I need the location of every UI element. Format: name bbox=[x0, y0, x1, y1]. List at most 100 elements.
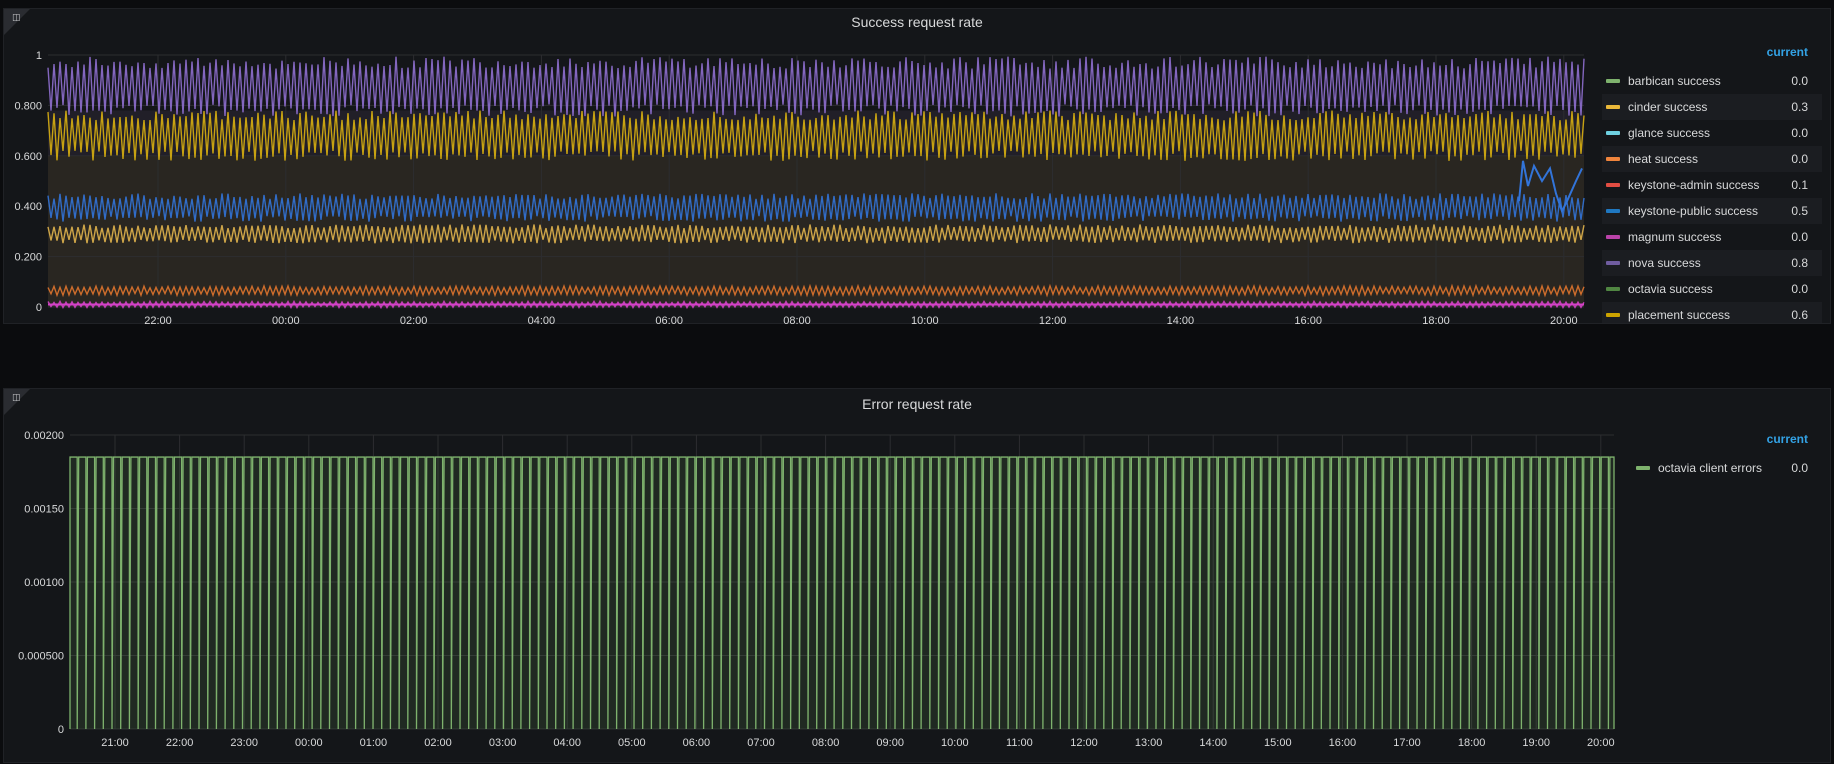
legend-label: keystone-admin success bbox=[1628, 178, 1760, 192]
x-tick-label: 13:00 bbox=[1135, 737, 1163, 749]
legend-header-current[interactable]: current bbox=[1766, 45, 1808, 59]
legend-item[interactable]: barbican success 0.0 bbox=[1602, 68, 1822, 94]
legend-value: 0.0 bbox=[1791, 461, 1808, 475]
legend-item[interactable]: placement success 0.6 bbox=[1602, 302, 1822, 323]
success-rate-panel: ◫ Success request rate 0 0.200 0.400 0.600 0… bbox=[3, 8, 1831, 325]
x-tick-label: 20:00 bbox=[1550, 315, 1578, 325]
x-tick-label: 22:00 bbox=[166, 737, 194, 749]
panel-corner[interactable] bbox=[4, 389, 30, 415]
legend-label: barbican success bbox=[1628, 74, 1721, 88]
series-line bbox=[47, 56, 1585, 117]
series-line bbox=[47, 283, 1585, 298]
y-tick-label: 0.00200 bbox=[24, 430, 64, 442]
error-rate-legend: current octavia client errors 0.0 bbox=[1632, 432, 1822, 512]
x-tick-label: 16:00 bbox=[1329, 737, 1357, 749]
x-tick-label: 10:00 bbox=[941, 737, 969, 749]
legend-value: 0.5 bbox=[1791, 204, 1808, 218]
series-line bbox=[47, 224, 1585, 244]
panel-info-icon[interactable]: ◫ bbox=[12, 392, 21, 402]
stacked-area-fill bbox=[48, 155, 1584, 307]
legend-item[interactable]: octavia success 0.0 bbox=[1602, 276, 1822, 302]
x-tick-label: 08:00 bbox=[812, 737, 840, 749]
legend-item[interactable]: glance success 0.0 bbox=[1602, 120, 1822, 146]
legend-label: cinder success bbox=[1628, 100, 1708, 114]
legend-item[interactable]: nova success 0.8 bbox=[1602, 250, 1822, 276]
legend-label: octavia success bbox=[1628, 282, 1713, 296]
legend-label: placement success bbox=[1628, 308, 1731, 322]
panel-title[interactable]: Success request rate bbox=[851, 14, 983, 30]
legend-value: 0.0 bbox=[1791, 74, 1808, 88]
x-tick-label: 18:00 bbox=[1458, 737, 1486, 749]
series-line bbox=[47, 110, 1585, 161]
legend-label: magnum success bbox=[1628, 230, 1722, 244]
x-tick-label: 10:00 bbox=[911, 315, 939, 325]
panel-title[interactable]: Error request rate bbox=[862, 396, 972, 412]
y-tick-label: 0.400 bbox=[14, 201, 42, 213]
x-tick-label: 03:00 bbox=[489, 737, 517, 749]
legend-label: glance success bbox=[1628, 126, 1711, 140]
x-tick-label: 22:00 bbox=[144, 315, 172, 325]
x-tick-label: 04:00 bbox=[528, 315, 556, 325]
series-line bbox=[1518, 160, 1583, 214]
x-tick-label: 18:00 bbox=[1422, 315, 1450, 325]
legend-item[interactable]: magnum success 0.0 bbox=[1602, 224, 1822, 250]
success-rate-chart[interactable]: 0 0.200 0.400 0.600 0.800 1 22:00 00:00 02:00 04:… bbox=[4, 9, 1604, 325]
legend-swatch bbox=[1606, 235, 1620, 239]
y-tick-label: 0.00100 bbox=[24, 577, 64, 589]
legend-label: octavia client errors bbox=[1658, 461, 1763, 475]
legend-swatch bbox=[1606, 287, 1620, 291]
series-line bbox=[69, 456, 1615, 730]
x-tick-label: 02:00 bbox=[424, 737, 452, 749]
x-tick-label: 08:00 bbox=[783, 315, 811, 325]
panel-corner[interactable] bbox=[4, 9, 30, 35]
legend-swatch bbox=[1606, 105, 1620, 109]
y-tick-label: 0.00150 bbox=[24, 504, 64, 516]
x-tick-label: 06:00 bbox=[683, 737, 711, 749]
x-tick-label: 21:00 bbox=[101, 737, 129, 749]
legend-value: 0.3 bbox=[1791, 100, 1808, 114]
x-tick-label: 00:00 bbox=[272, 315, 300, 325]
x-tick-label: 05:00 bbox=[618, 737, 646, 749]
x-tick-label: 06:00 bbox=[655, 315, 683, 325]
legend-swatch bbox=[1606, 261, 1620, 265]
x-tick-label: 15:00 bbox=[1264, 737, 1292, 749]
x-tick-label: 00:00 bbox=[295, 737, 323, 749]
legend-swatch bbox=[1606, 313, 1620, 317]
legend-swatch bbox=[1606, 131, 1620, 135]
legend-swatch bbox=[1606, 183, 1620, 187]
legend-item[interactable]: keystone-admin success 0.1 bbox=[1602, 172, 1822, 198]
x-tick-label: 12:00 bbox=[1070, 737, 1098, 749]
legend-value: 0.0 bbox=[1791, 126, 1808, 140]
legend-header-current[interactable]: current bbox=[1766, 432, 1808, 446]
panel-info-icon[interactable]: ◫ bbox=[12, 12, 21, 22]
legend-swatch bbox=[1606, 209, 1620, 213]
legend-item[interactable]: heat success 0.0 bbox=[1602, 146, 1822, 172]
error-rate-chart[interactable]: 0 0.000500 0.00100 0.00150 0.00200 21:00 22:00… bbox=[4, 389, 1634, 764]
x-tick-label: 09:00 bbox=[876, 737, 904, 749]
legend-item[interactable]: keystone-public success 0.5 bbox=[1602, 198, 1822, 224]
legend-swatch bbox=[1636, 466, 1650, 470]
series-line bbox=[47, 193, 1585, 222]
x-tick-label: 20:00 bbox=[1587, 737, 1615, 749]
legend-label: heat success bbox=[1628, 152, 1699, 166]
legend-swatch bbox=[1606, 79, 1620, 83]
x-tick-label: 14:00 bbox=[1167, 315, 1195, 325]
y-tick-label: 0 bbox=[36, 302, 42, 314]
x-tick-label: 16:00 bbox=[1294, 315, 1322, 325]
legend-label: keystone-public success bbox=[1628, 204, 1759, 218]
y-tick-label: 0 bbox=[58, 724, 64, 736]
y-tick-label: 0.800 bbox=[14, 100, 42, 112]
x-tick-label: 19:00 bbox=[1522, 737, 1550, 749]
legend-value: 0.1 bbox=[1791, 178, 1808, 192]
x-tick-label: 02:00 bbox=[400, 315, 428, 325]
legend-value: 0.0 bbox=[1791, 152, 1808, 166]
legend-item[interactable]: octavia client errors 0.0 bbox=[1632, 455, 1822, 481]
x-tick-label: 14:00 bbox=[1199, 737, 1227, 749]
legend-item[interactable]: cinder success 0.3 bbox=[1602, 94, 1822, 120]
y-tick-label: 0.200 bbox=[14, 252, 42, 264]
y-tick-label: 1 bbox=[36, 50, 42, 62]
x-tick-label: 01:00 bbox=[360, 737, 388, 749]
x-tick-label: 12:00 bbox=[1039, 315, 1067, 325]
x-tick-label: 23:00 bbox=[230, 737, 258, 749]
legend-value: 0.0 bbox=[1791, 230, 1808, 244]
